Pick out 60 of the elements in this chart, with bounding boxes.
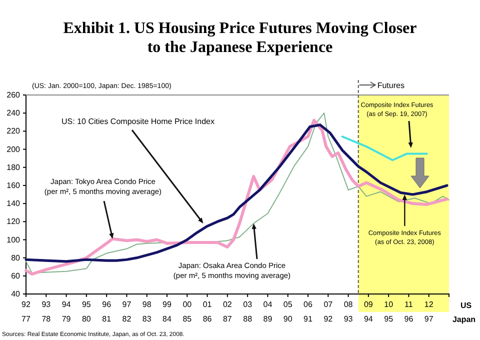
ref-line-label: Futures <box>377 81 404 90</box>
x-tick-label: 99 <box>162 300 172 310</box>
x-tick-label: 03 <box>243 300 253 310</box>
x2-tick-label: 83 <box>142 314 152 324</box>
x-tick-label: 08 <box>344 300 354 310</box>
y-tick-label: 240 <box>6 108 21 118</box>
x2-tick-label: 79 <box>62 314 72 324</box>
x-tick-label: 93 <box>42 300 52 310</box>
y-tick-label: 100 <box>6 235 21 244</box>
x-tick-label: 94 <box>62 300 72 310</box>
x2-tick-label: 96 <box>404 314 414 324</box>
x-tick-label: 07 <box>324 300 334 310</box>
x2-tick-label: 86 <box>202 314 212 324</box>
x-tick-label: 10 <box>384 300 394 310</box>
x2-tick-label: 90 <box>283 314 293 324</box>
y-tick-label: 80 <box>11 253 21 262</box>
x-tick-label: 00 <box>182 300 192 310</box>
y-tick-label: 200 <box>6 144 21 154</box>
x-tick-label: 96 <box>102 300 112 310</box>
x2-tick-label: 91 <box>304 314 313 324</box>
x2-tick-label: 97 <box>424 314 434 324</box>
x2-tick-label: 82 <box>122 314 132 324</box>
x-axis-title: US <box>460 301 472 310</box>
x-tick-label: 09 <box>364 300 374 310</box>
x2-tick-label: 89 <box>263 314 273 324</box>
x-tick-label: 12 <box>424 300 434 310</box>
y-tick-label: 180 <box>6 162 21 172</box>
x2-axis-title: Japan <box>452 315 476 324</box>
x2-tick-label: 84 <box>162 314 172 324</box>
x2-tick-label: 88 <box>243 314 253 324</box>
annotation: US: 10 Cities Composite Home Price Index <box>62 117 214 126</box>
x-tick-label: 11 <box>404 300 414 310</box>
y-tick-label: 220 <box>6 126 21 136</box>
y-tick-label: 160 <box>6 181 21 190</box>
y-tick-label: 140 <box>6 199 21 208</box>
x2-tick-label: 77 <box>22 314 31 324</box>
y-tick-label: 260 <box>6 90 21 100</box>
x-tick-label: 95 <box>82 300 92 310</box>
x2-tick-label: 93 <box>344 314 354 324</box>
x2-tick-label: 92 <box>324 314 334 324</box>
x2-tick-label: 81 <box>102 314 112 324</box>
x2-tick-label: 85 <box>182 314 192 324</box>
chart-title: Exhibit 1. US Housing Price Futures Moving Closer to the Japanese Experience <box>63 20 417 56</box>
x-tick-label: 98 <box>142 300 152 310</box>
x-tick-label: 05 <box>283 300 293 310</box>
x2-tick-label: 80 <box>82 314 92 324</box>
x2-tick-label: 78 <box>42 314 52 324</box>
x-tick-label: 04 <box>263 300 273 310</box>
x2-tick-label: 95 <box>384 314 394 324</box>
x-tick-label: 01 <box>202 300 212 310</box>
x-tick-label: 02 <box>222 300 232 310</box>
y-tick-label: 60 <box>11 271 21 280</box>
line-series <box>341 136 428 162</box>
y-tick-label: 40 <box>11 290 21 299</box>
y-tick-label: 120 <box>6 217 21 226</box>
x-tick-label: 06 <box>304 300 313 310</box>
x-tick-label: 92 <box>22 300 31 310</box>
x2-tick-label: 87 <box>222 314 232 324</box>
x2-tick-label: 94 <box>364 314 374 324</box>
x-tick-label: 97 <box>122 300 132 310</box>
